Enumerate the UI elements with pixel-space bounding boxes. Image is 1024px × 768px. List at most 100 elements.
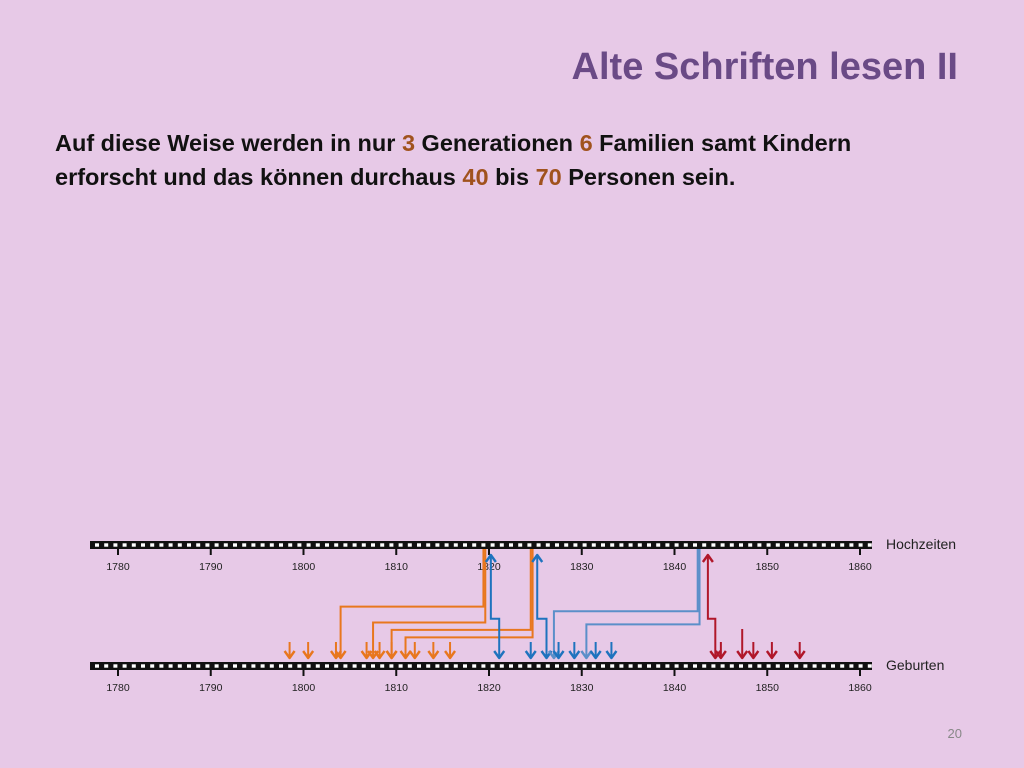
film-perforation bbox=[509, 664, 513, 668]
film-perforation bbox=[573, 664, 578, 668]
film-perforation bbox=[95, 543, 99, 547]
film-perforation bbox=[269, 664, 274, 668]
film-perforation bbox=[785, 664, 789, 668]
film-perforation bbox=[398, 543, 403, 547]
film-perforation bbox=[150, 664, 155, 668]
year-label: 1840 bbox=[663, 561, 687, 573]
film-perforation bbox=[785, 543, 789, 547]
film-perforation bbox=[131, 543, 136, 547]
year-label: 1860 bbox=[848, 561, 872, 573]
film-perforation bbox=[113, 664, 118, 668]
year-label: 1820 bbox=[477, 561, 501, 573]
film-perforation bbox=[803, 543, 808, 547]
highlight-number-max-persons: 70 bbox=[535, 164, 562, 190]
year-label: 1800 bbox=[292, 682, 316, 694]
film-perforation bbox=[757, 543, 762, 547]
film-perforation bbox=[499, 543, 504, 547]
year-label: 1850 bbox=[756, 561, 780, 573]
film-perforation bbox=[453, 664, 458, 668]
film-perforation bbox=[840, 664, 845, 668]
arrowhead bbox=[373, 650, 386, 660]
timeline-bar bbox=[90, 662, 872, 670]
film-perforation bbox=[279, 543, 283, 547]
year-label: 1790 bbox=[199, 682, 223, 694]
film-perforation bbox=[453, 543, 458, 547]
film-perforation bbox=[472, 543, 477, 547]
film-perforation bbox=[536, 664, 541, 668]
film-perforation bbox=[122, 664, 127, 668]
film-perforation bbox=[407, 543, 412, 547]
film-perforation bbox=[674, 664, 679, 668]
film-perforation bbox=[619, 664, 624, 668]
arrowhead bbox=[334, 650, 347, 660]
film-perforation bbox=[444, 543, 449, 547]
year-label: 1840 bbox=[663, 682, 687, 694]
arrowhead bbox=[302, 650, 315, 660]
film-perforation bbox=[168, 543, 173, 547]
year-label: 1810 bbox=[385, 682, 409, 694]
film-perforation bbox=[242, 664, 247, 668]
film-perforation bbox=[343, 543, 348, 547]
film-perforation bbox=[647, 664, 651, 668]
row-label-marriages: Hochzeiten bbox=[886, 536, 956, 552]
film-perforation bbox=[610, 543, 615, 547]
film-perforation bbox=[545, 664, 550, 668]
film-perforation bbox=[748, 543, 753, 547]
film-perforation bbox=[831, 543, 835, 547]
film-perforation bbox=[407, 664, 412, 668]
film-perforation bbox=[159, 664, 164, 668]
film-perforation bbox=[527, 543, 532, 547]
film-perforation bbox=[748, 664, 753, 668]
film-perforation bbox=[757, 664, 762, 668]
arrowhead bbox=[493, 650, 506, 660]
arrowhead bbox=[793, 650, 806, 660]
connector-line bbox=[372, 549, 487, 658]
film-perforation bbox=[720, 543, 725, 547]
arrowhead bbox=[427, 650, 440, 660]
film-perforation bbox=[417, 543, 421, 547]
highlight-number-generations: 3 bbox=[401, 130, 416, 156]
film-perforation bbox=[591, 664, 596, 668]
film-perforation bbox=[343, 664, 348, 668]
year-label: 1780 bbox=[106, 561, 130, 573]
film-perforation bbox=[693, 543, 697, 547]
year-label: 1800 bbox=[292, 561, 316, 573]
film-perforation bbox=[205, 543, 210, 547]
film-perforation bbox=[187, 664, 191, 668]
film-perforation bbox=[867, 543, 872, 547]
arrowhead bbox=[736, 650, 749, 660]
film-perforation bbox=[352, 543, 357, 547]
year-label: 1830 bbox=[570, 682, 594, 694]
film-perforation bbox=[472, 664, 477, 668]
film-perforation bbox=[177, 664, 182, 668]
film-perforation bbox=[711, 543, 716, 547]
film-perforation bbox=[463, 664, 467, 668]
film-perforation bbox=[233, 543, 237, 547]
film-perforation bbox=[223, 543, 228, 547]
row-label-births: Geburten bbox=[886, 657, 944, 673]
arrowhead bbox=[580, 650, 593, 660]
film-perforation bbox=[325, 664, 329, 668]
film-perforation bbox=[683, 664, 688, 668]
body-text-part: Auf diese Weise werden in nur bbox=[55, 130, 402, 156]
film-perforation bbox=[849, 664, 854, 668]
film-perforation bbox=[288, 664, 293, 668]
body-text-part: Generationen bbox=[415, 130, 580, 156]
timeline-bar bbox=[90, 541, 872, 549]
film-perforation bbox=[159, 543, 164, 547]
year-label: 1810 bbox=[385, 561, 409, 573]
film-perforation bbox=[729, 543, 734, 547]
film-perforation bbox=[849, 543, 854, 547]
film-perforation bbox=[610, 664, 615, 668]
film-perforation bbox=[527, 664, 532, 668]
connector-line bbox=[585, 549, 701, 658]
film-perforation bbox=[775, 664, 780, 668]
film-perforation bbox=[739, 543, 743, 547]
film-perforation bbox=[619, 543, 624, 547]
film-perforation bbox=[481, 664, 486, 668]
film-perforation bbox=[555, 664, 559, 668]
film-perforation bbox=[702, 543, 707, 547]
film-perforation bbox=[518, 664, 523, 668]
film-perforation bbox=[499, 664, 504, 668]
film-perforation bbox=[260, 543, 265, 547]
